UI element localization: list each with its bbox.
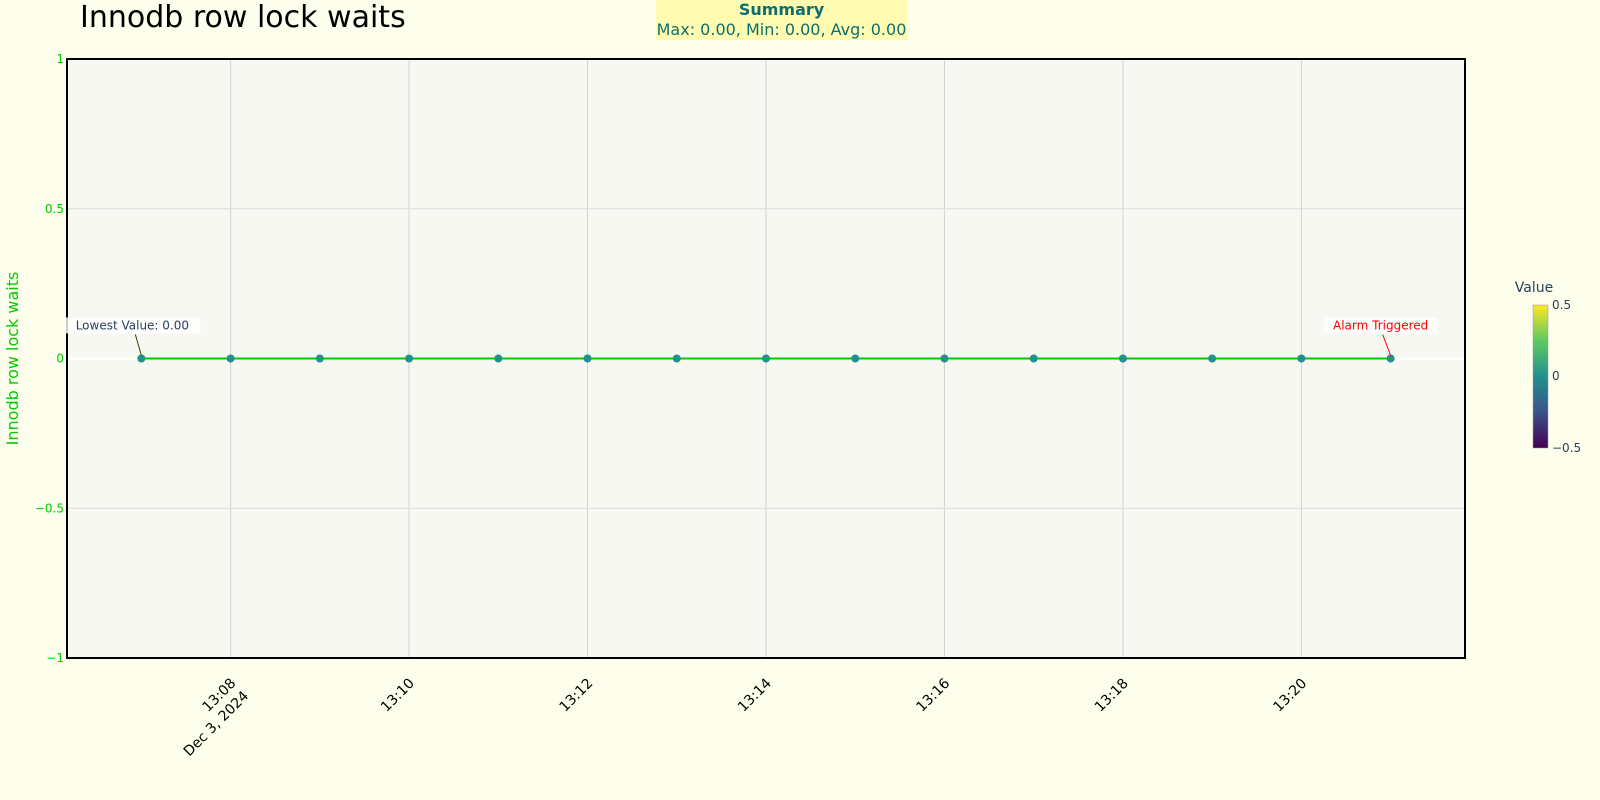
annotation-bg: [1323, 317, 1438, 334]
x-tick-label: 13:10: [378, 676, 418, 716]
data-point: [851, 354, 860, 363]
colorbar-title: Value: [1515, 280, 1553, 296]
x-tick-label: 13:20: [1270, 676, 1310, 716]
data-point: [940, 354, 949, 363]
annotation-label: Alarm Triggered: [1333, 319, 1428, 333]
annotation-arrow: [1382, 334, 1392, 356]
x-tick-label: 13:18: [1092, 676, 1132, 716]
data-point: [672, 354, 681, 363]
x-tick-label: 13:16: [913, 675, 953, 715]
data-point: [1208, 354, 1217, 363]
annotation-arrow: [134, 334, 142, 356]
data-point: [226, 354, 235, 363]
annotation-label: Lowest Value: 0.00: [76, 319, 189, 333]
summary-text: Max: 0.00, Min: 0.00, Avg: 0.00: [656, 20, 907, 39]
plot-border: [66, 58, 1466, 659]
y-tick-label: −0.5: [35, 501, 64, 515]
data-point: [1297, 354, 1306, 363]
summary-box: Summary Max: 0.00, Min: 0.00, Avg: 0.00: [656, 0, 907, 40]
data-point: [137, 354, 146, 363]
colorbar-tick-label: −0.5: [1552, 441, 1581, 455]
y-tick-label: 0.5: [45, 202, 64, 216]
colorbar: [1532, 304, 1549, 449]
data-point: [762, 354, 770, 363]
data-point: [494, 354, 503, 363]
data-point: [405, 354, 414, 363]
data-point: [315, 354, 324, 363]
chart-title: Innodb row lock waits: [80, 0, 406, 35]
annotation-bg: [64, 317, 201, 334]
colorbar-tick-label: 0.5: [1552, 298, 1571, 312]
x-tick-label: 13:14: [735, 675, 775, 715]
x-tick-label: 13:12: [557, 676, 597, 716]
y-axis-title: Innodb row lock waits: [3, 272, 22, 446]
y-tick-label: 0: [56, 352, 64, 366]
data-point: [1386, 354, 1395, 363]
y-tick-label: 1: [56, 52, 64, 66]
summary-heading: Summary: [738, 0, 825, 19]
colorbar-tick-label: 0: [1552, 369, 1560, 383]
data-point: [583, 354, 592, 363]
y-tick-label: −1: [46, 651, 64, 665]
data-point: [1118, 354, 1127, 363]
data-point: [1029, 354, 1038, 363]
